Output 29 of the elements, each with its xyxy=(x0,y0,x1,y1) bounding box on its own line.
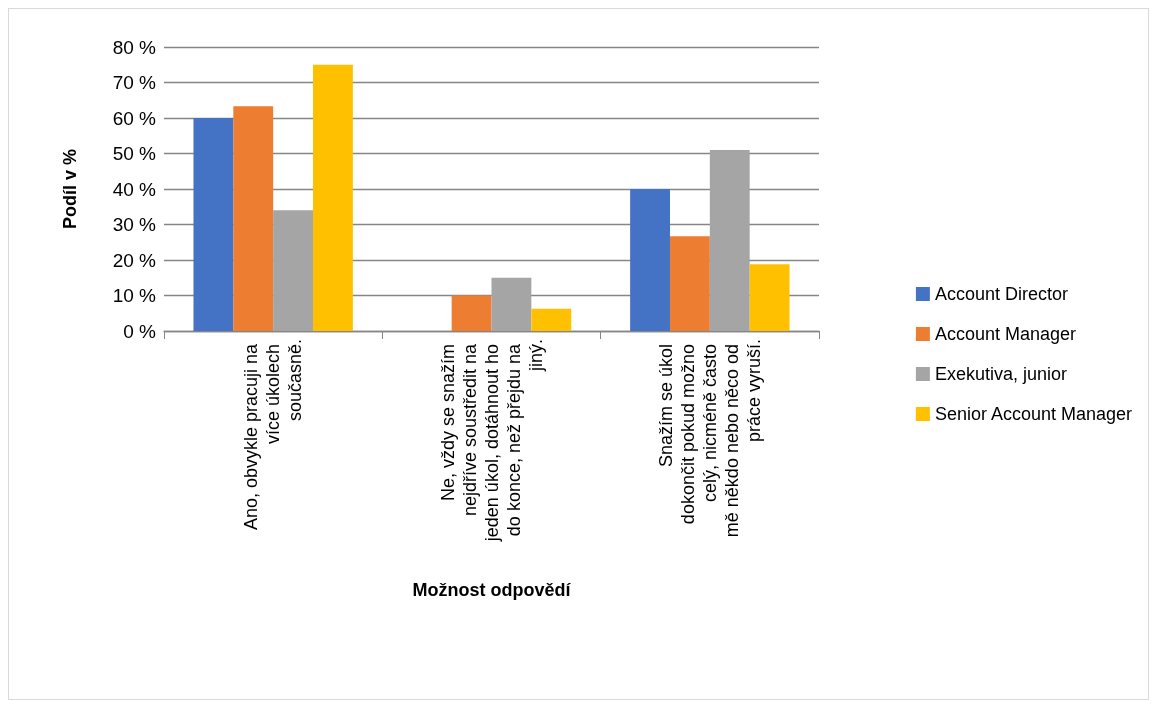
y-tick-label: 10 % xyxy=(112,285,157,306)
x-tick-label: Snažím se úkol dokončit pokud možno celý, nicméně často mě někdo nebo něco od práce vyruší. xyxy=(655,339,764,538)
x-tick-label: Ano, obvykle pracuji na více úkolech současně. xyxy=(241,339,306,531)
y-axis-title: Podíl v % xyxy=(60,148,80,230)
y-tick-label: 70 % xyxy=(112,72,157,93)
x-tick-label: Ne, vždy se snažím nejdříve soustředit na jeden úkol, dotáhnout ho do konce, než přejdu na jiný. xyxy=(437,339,546,543)
x-axis-title: Možnost odpovědí xyxy=(412,580,572,600)
y-tick-label: 40 % xyxy=(112,178,157,200)
bar xyxy=(709,149,750,331)
bar xyxy=(451,295,492,331)
legend-label: Account Manager xyxy=(934,324,1076,344)
bar xyxy=(313,64,353,331)
bar xyxy=(749,264,790,331)
y-tick-label: 20 % xyxy=(112,249,157,271)
legend-label: Account Director xyxy=(934,284,1068,304)
y-tick-label: 80 % xyxy=(112,36,157,58)
bar xyxy=(273,210,314,331)
bar xyxy=(630,189,670,331)
legend-label: Senior Account Manager xyxy=(934,404,1133,424)
y-tick-label: 30 % xyxy=(112,214,157,235)
bar xyxy=(669,236,710,331)
legend-label: Exekutiva, junior xyxy=(934,364,1067,384)
y-tick-label: 60 % xyxy=(112,107,157,129)
bar xyxy=(491,277,532,331)
bar xyxy=(193,118,234,331)
bar xyxy=(531,308,572,331)
bar xyxy=(233,106,274,331)
y-tick-label: 0 % xyxy=(123,320,157,342)
y-tick-label: 50 % xyxy=(112,143,157,164)
